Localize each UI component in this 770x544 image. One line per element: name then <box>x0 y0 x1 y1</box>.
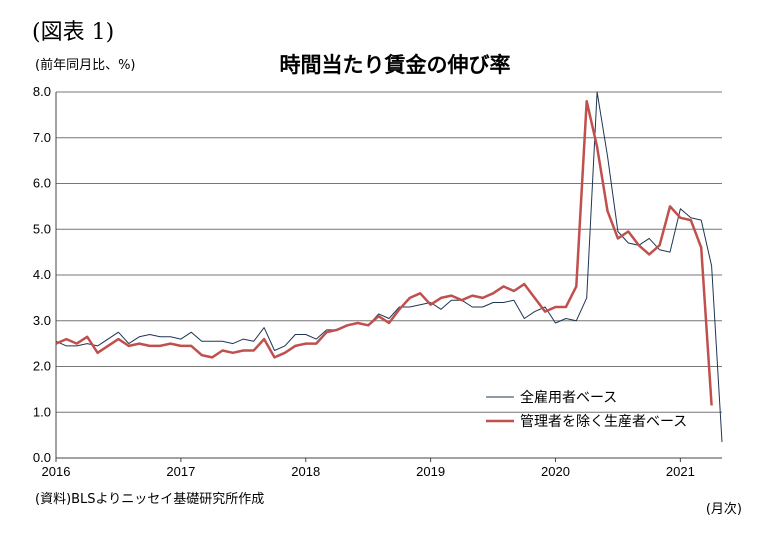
y-tick-label: 1.0 <box>33 404 51 419</box>
y-tick-label: 0.0 <box>33 450 51 465</box>
y-tick-labels: 0.0 1.0 2.0 3.0 4.0 5.0 6.0 7.0 8.0 <box>33 84 51 465</box>
y-tick-label: 4.0 <box>33 267 51 282</box>
x-tick-label: 2019 <box>416 464 445 479</box>
x-tick-label: 2018 <box>291 464 320 479</box>
y-tick-label: 5.0 <box>33 221 51 236</box>
grid-lines <box>55 91 722 459</box>
series-line-2 <box>55 99 713 406</box>
y-tick-label: 7.0 <box>33 130 51 145</box>
x-tick-label: 2020 <box>541 464 570 479</box>
figure-label: (図表 1) <box>32 20 115 45</box>
x-tick-labels: 2016 2017 2018 2019 2020 2021 <box>42 458 695 479</box>
y-axis-unit-label: (前年同月比、%) <box>35 58 136 73</box>
source-note: (資料)BLSよりニッセイ基礎研究所作成 <box>35 492 265 507</box>
legend-label: 管理者を除く生産者ベース <box>520 414 687 430</box>
y-tick-label: 6.0 <box>33 176 51 191</box>
y-tick-label: 3.0 <box>33 313 51 328</box>
x-tick-label: 2017 <box>166 464 195 479</box>
x-axis-unit-label: (月次) <box>705 502 742 517</box>
x-tick-label: 2021 <box>666 464 695 479</box>
y-tick-label: 2.0 <box>33 359 51 374</box>
y-tick-label: 8.0 <box>33 84 51 99</box>
chart-title: 時間当たり賃金の伸び率 <box>279 53 511 77</box>
series-line-1 <box>55 91 723 443</box>
x-tick-label: 2016 <box>42 464 71 479</box>
legend-label: 全雇用者ベース <box>520 389 617 406</box>
series-lines <box>55 91 723 443</box>
